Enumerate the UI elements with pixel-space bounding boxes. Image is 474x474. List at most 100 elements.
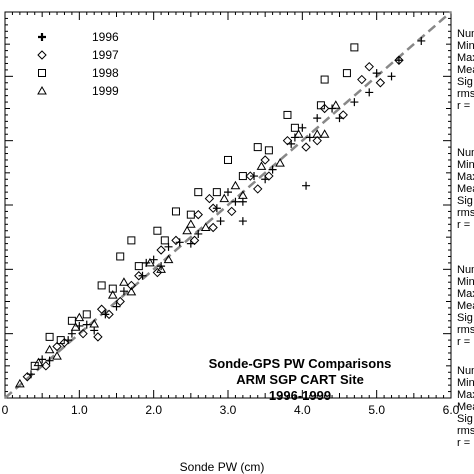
data-point-plus <box>38 355 47 364</box>
stats-line: Max <box>457 171 474 183</box>
data-point-plus <box>238 217 247 226</box>
data-point-diamond <box>227 206 237 217</box>
data-point-triangle <box>119 277 129 286</box>
data-point-triangle <box>44 344 55 354</box>
x-tick-label: 6.0 <box>443 403 460 417</box>
data-point-triangle <box>185 219 196 228</box>
data-point-diamond <box>264 171 274 181</box>
data-point-triangle <box>200 222 211 232</box>
chart-title-line: ARM SGP CART Site <box>236 372 364 387</box>
legend-marker-triangle <box>37 85 47 95</box>
stats-line: Num <box>457 28 474 40</box>
stats-line: Num <box>457 264 474 276</box>
data-point-square <box>82 310 91 319</box>
data-point-plus <box>112 302 121 311</box>
data-point-triangle <box>107 290 118 299</box>
stats-line: rms <box>457 207 474 219</box>
x-tick-label: 3.0 <box>220 403 237 417</box>
data-point-plus <box>305 133 314 142</box>
data-point-triangle <box>52 351 62 360</box>
data-point-square <box>320 75 329 84</box>
stats-block: NumMinMaxMeaSigrmsr = <box>457 365 474 449</box>
data-point-plus <box>82 320 91 329</box>
data-point-triangle <box>15 378 25 388</box>
x-axis-label: Sonde PW (cm) <box>180 460 265 474</box>
data-point-diamond <box>204 193 215 204</box>
data-point-plus <box>394 56 403 65</box>
legend-label: 1997 <box>92 48 119 62</box>
stats-line: Min <box>457 40 474 52</box>
data-point-square <box>283 110 292 119</box>
data-point-diamond <box>394 55 404 65</box>
data-point-square <box>160 236 169 245</box>
data-point-square <box>97 281 106 290</box>
stats-line: Num <box>457 147 474 159</box>
data-point-diamond <box>93 332 103 342</box>
data-point-diamond <box>260 155 270 165</box>
data-point-plus <box>417 36 426 45</box>
data-point-diamond <box>189 235 200 246</box>
data-point-triangle <box>312 129 323 138</box>
legend-marker-diamond <box>37 50 47 60</box>
data-point-square <box>224 155 232 164</box>
data-point-square <box>264 146 273 155</box>
stats-line: Mea <box>457 300 474 312</box>
data-point-square <box>316 101 325 110</box>
data-point-square <box>212 188 221 197</box>
data-point-plus <box>90 326 99 335</box>
data-point-diamond <box>312 135 322 146</box>
data-point-diamond <box>357 74 367 85</box>
data-point-square <box>290 123 299 132</box>
data-point-plus <box>194 229 203 238</box>
stats-line: r = <box>457 437 471 449</box>
data-point-diamond <box>126 280 137 291</box>
data-point-square <box>253 143 262 152</box>
x-tick-label: 0 <box>2 403 9 417</box>
stats-line: Sig <box>457 195 473 207</box>
data-point-diamond <box>301 142 311 152</box>
stats-line: Min <box>457 377 474 389</box>
chart-title-line: 1996-1999 <box>269 388 331 403</box>
stats-block: NumMinMaxMeaSigrmsr = <box>457 264 474 348</box>
data-point-plus <box>149 255 158 264</box>
data-point-diamond <box>364 61 374 72</box>
data-point-diamond <box>338 110 348 120</box>
data-point-plus <box>119 287 128 296</box>
data-point-diamond <box>171 235 181 246</box>
stats-line: Max <box>457 52 474 64</box>
data-point-plus <box>350 98 359 107</box>
data-point-diamond <box>104 309 114 320</box>
data-point-diamond <box>253 184 263 194</box>
data-point-triangle <box>163 254 174 264</box>
stats-line: Max <box>457 389 474 401</box>
data-point-triangle <box>156 264 166 273</box>
data-point-square <box>350 43 359 52</box>
data-point-triangle <box>275 158 285 167</box>
data-point-triangle <box>126 286 137 296</box>
data-point-diamond <box>193 209 203 220</box>
data-point-triangle <box>70 322 81 331</box>
chart-title-line: Sonde-GPS PW Comparisons <box>209 356 392 371</box>
stats-line: Min <box>457 276 474 288</box>
stats-line: r = <box>457 100 471 112</box>
stats-line: Sig <box>457 312 473 324</box>
data-point-square <box>108 284 117 293</box>
data-point-plus <box>365 88 374 97</box>
data-point-triangle <box>89 319 100 328</box>
data-point-plus <box>313 114 322 123</box>
data-point-triangle <box>238 190 248 199</box>
data-point-square <box>45 332 54 341</box>
data-point-diamond <box>152 267 163 278</box>
stats-block: NumMinMaxMeaSigrmsr = <box>457 28 474 112</box>
data-point-triangle <box>182 225 192 235</box>
legend-label: 1998 <box>92 66 119 80</box>
data-point-plus <box>67 329 76 338</box>
data-point-triangle <box>219 193 230 203</box>
data-point-diamond <box>156 245 166 255</box>
data-point-diamond <box>52 341 62 352</box>
plot-area: 0 1.0 2.0 3.0 4.0 5.0 6.0 Sonde PW (cm) 1996 1997… <box>2 11 460 474</box>
data-point-triangle <box>319 129 330 138</box>
stats-line: Num <box>457 365 474 377</box>
x-tick-label: 2.0 <box>145 403 162 417</box>
data-point-triangle <box>256 161 267 170</box>
